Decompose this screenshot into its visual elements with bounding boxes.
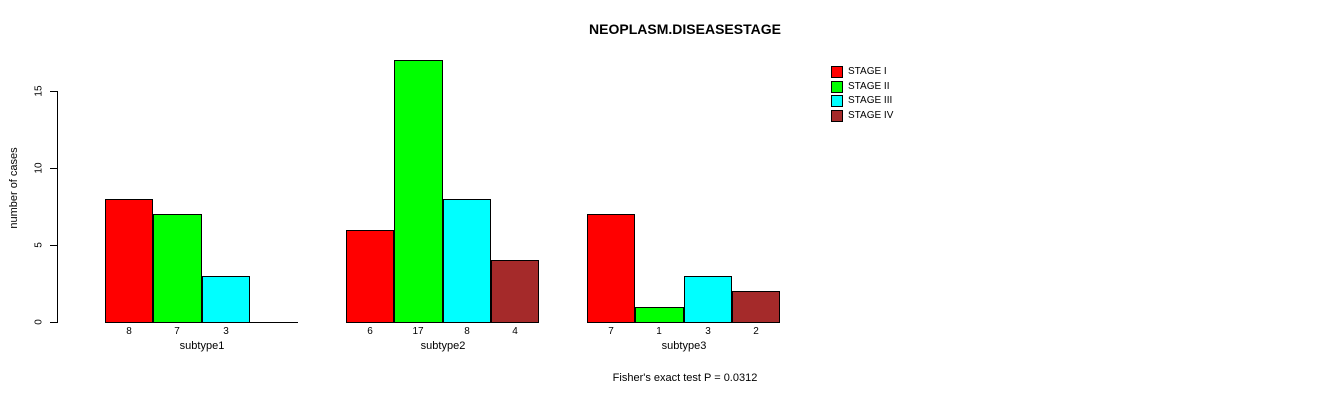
bar-stage-ii-subtype3 — [635, 307, 684, 323]
bar-stage-iii-subtype3 — [684, 276, 732, 323]
y-tick-label: 5 — [33, 242, 45, 248]
y-axis-line — [57, 91, 58, 323]
bar-value-label: 4 — [512, 326, 518, 337]
legend-item: STAGE I — [831, 66, 887, 80]
bar-stage-i-subtype1 — [105, 199, 153, 323]
bar-value-label: 1 — [656, 326, 662, 337]
bar-value-label: 8 — [464, 326, 470, 337]
legend-item: STAGE IV — [831, 110, 893, 124]
bar-value-label: 7 — [174, 326, 180, 337]
x-category-label: subtype2 — [420, 340, 466, 352]
y-tick-mark — [50, 91, 57, 92]
y-axis-label: number of cases — [8, 147, 20, 229]
bar-stage-ii-subtype1 — [153, 214, 202, 323]
x-category-label: subtype1 — [179, 340, 225, 352]
legend-label: STAGE II — [848, 81, 890, 92]
legend-swatch-icon — [831, 81, 843, 93]
bar-value-label: 3 — [223, 326, 229, 337]
bar-value-label: 3 — [705, 326, 711, 337]
y-tick-mark — [50, 322, 57, 323]
y-tick-mark — [50, 245, 57, 246]
y-tick-label: 15 — [33, 85, 45, 97]
bar-stage-iii-subtype2 — [443, 199, 491, 323]
legend-label: STAGE IV — [848, 110, 894, 121]
bar-value-label: 8 — [126, 326, 132, 337]
bar-stage-ii-subtype2 — [394, 60, 443, 323]
bar-value-label: 17 — [412, 326, 424, 337]
legend-swatch-icon — [831, 110, 843, 122]
bar-value-label: 2 — [753, 326, 759, 337]
legend: STAGE I STAGE II STAGE III STAGE IV — [831, 66, 951, 126]
chart-title: NEOPLASM.DISEASESTAGE — [589, 21, 781, 37]
y-tick-label: 0 — [33, 319, 45, 325]
bar-stage-iii-subtype1 — [202, 276, 250, 323]
legend-label: STAGE I — [848, 66, 887, 77]
annotation-text: Fisher's exact test P = 0.0312 — [612, 372, 758, 384]
bar-stage-i-subtype3 — [587, 214, 635, 323]
bar-value-label: 6 — [367, 326, 373, 337]
legend-label: STAGE III — [848, 95, 893, 106]
legend-swatch-icon — [831, 95, 843, 107]
bar-stage-iv-subtype2 — [491, 260, 539, 323]
legend-item: STAGE II — [831, 81, 890, 95]
bar-value-label: 7 — [608, 326, 614, 337]
bar-stage-i-subtype2 — [346, 230, 394, 323]
legend-item: STAGE III — [831, 95, 892, 109]
legend-swatch-icon — [831, 66, 843, 78]
y-tick-mark — [50, 168, 57, 169]
x-category-label: subtype3 — [661, 340, 707, 352]
y-tick-label: 10 — [33, 162, 45, 174]
bar-stage-iv-subtype3 — [732, 291, 780, 323]
